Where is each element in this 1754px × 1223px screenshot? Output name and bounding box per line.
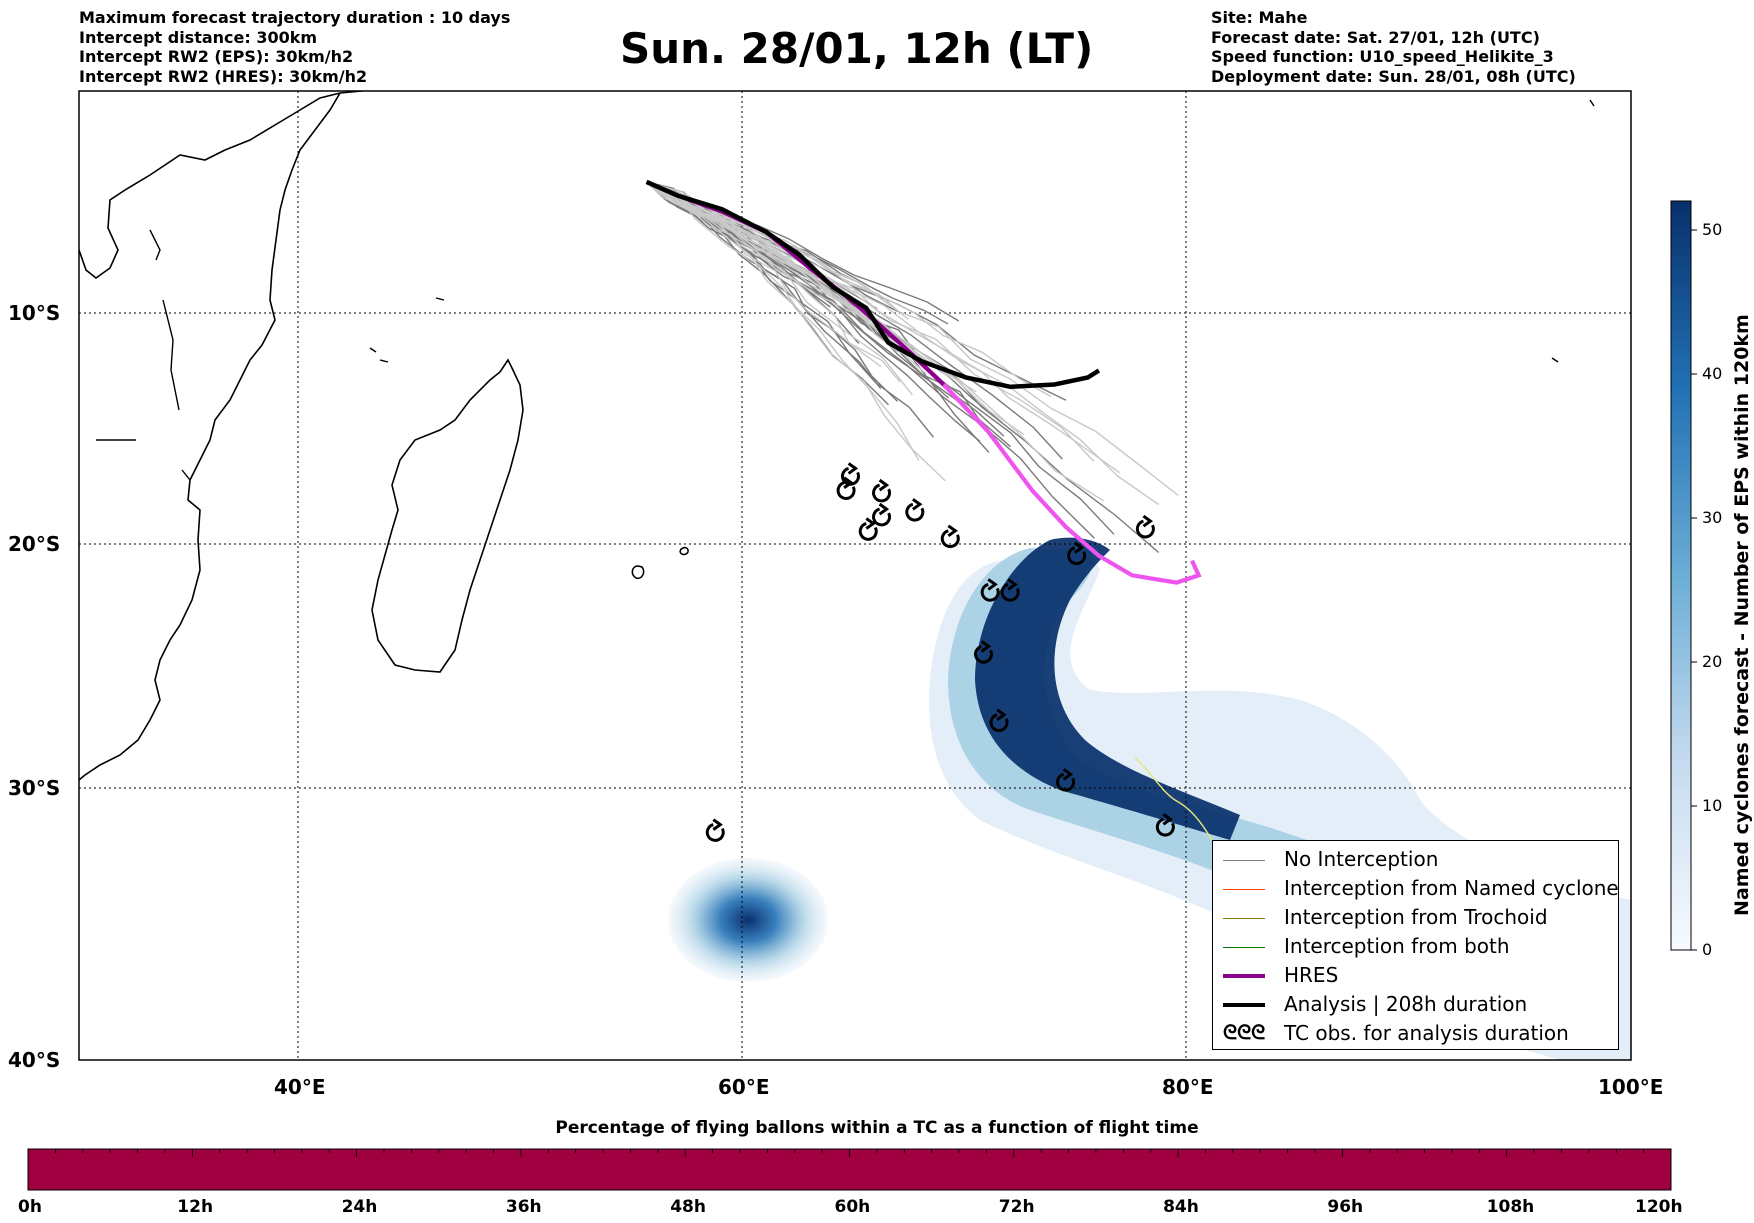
tc-observations: [705, 462, 1175, 842]
eps-trajectories: [646, 181, 1179, 554]
flight-bar-tick-label: 84h: [1163, 1197, 1199, 1217]
colorbar-tick-0: 0: [1702, 940, 1713, 959]
colorbar-tick-50: 50: [1702, 220, 1723, 239]
map-frame: [78, 90, 1632, 1061]
legend-swatch-gray: [1223, 860, 1265, 861]
lat-label-20s: 20°S: [8, 532, 61, 556]
lat-label-40s: 40°S: [8, 1048, 61, 1072]
legend-swatch-green: [1223, 947, 1265, 948]
lon-label-100e: 100°E: [1598, 1075, 1664, 1099]
colorbar-tick-40: 40: [1702, 364, 1723, 383]
flight-bar-tick-label: 24h: [341, 1197, 378, 1217]
colorbar-gradient: [1670, 200, 1692, 951]
eps-trajectory: [646, 181, 909, 320]
lat-label-30s: 30°S: [8, 776, 61, 800]
tc-obs-symbol-icon: ᘓᘓᘓ: [1223, 1020, 1266, 1044]
flight-bar-title: Percentage of flying ballons within a TC…: [555, 1118, 1199, 1138]
tc-obs-marker: [841, 462, 860, 486]
header-left: Maximum forecast trajectory duration : 1…: [79, 8, 510, 86]
flight-bar-tick-label: 72h: [998, 1197, 1035, 1217]
tc-obs-marker: [1135, 514, 1155, 539]
lon-label-40e: 40°E: [274, 1075, 326, 1099]
legend-swatch-purple: [1223, 974, 1265, 978]
header-deployment-date: Deployment date: Sun. 28/01, 08h (UTC): [1211, 66, 1576, 86]
eps-trajectory: [646, 181, 901, 383]
tc-obs-marker: [705, 818, 725, 842]
lon-label-60e: 60°E: [718, 1075, 770, 1099]
header-right: Site: Mahe Forecast date: Sat. 27/01, 12…: [1211, 8, 1576, 86]
map-legend: No Interception Interception from Named …: [1212, 840, 1619, 1050]
tc-obs-marker: [905, 498, 925, 522]
header-intercept-distance: Intercept distance: 300km: [79, 27, 318, 47]
tc-obs-marker: [940, 524, 960, 549]
eps-trajectory: [646, 181, 920, 461]
header-intercept-eps: Intercept RW2 (EPS): 30km/h2: [79, 47, 354, 66]
coastline-islands: [96, 99, 1595, 481]
header-forecast-date: Forecast date: Sat. 27/01, 12h (UTC): [1211, 27, 1540, 47]
colorbar-ticks: [1691, 229, 1697, 951]
tc-obs-marker: [1056, 768, 1076, 792]
header-speed-function: Speed function: U10_speed_Helikite_3: [1211, 47, 1554, 66]
colorbar-tick-10: 10: [1702, 796, 1723, 815]
tc-obs-marker: [1155, 813, 1175, 837]
legend-swatch-orange: [1223, 889, 1265, 890]
legend-swatch-olive: [1223, 918, 1265, 919]
header-max-duration: Maximum forecast trajectory duration : 1…: [79, 8, 511, 27]
page-title: Sun. 28/01, 12h (LT): [620, 24, 1094, 73]
tc-obs-marker: [980, 578, 1000, 602]
tc-obs-marker: [989, 708, 1009, 733]
tc-obs-marker: [872, 478, 892, 503]
analysis-track: [645, 179, 1101, 390]
flight-bar-tick-label: 120h: [1635, 1197, 1683, 1217]
flight-bar-minor-ticks: [27, 1149, 1672, 1157]
eps-trajectory: [646, 181, 1095, 539]
flight-bar-tick-label: 36h: [505, 1197, 542, 1217]
flight-bar-tick-label: 60h: [834, 1197, 871, 1217]
lat-label-10s: 10°S: [8, 301, 61, 325]
eps-density-core: [975, 537, 1240, 840]
tc-obs-marker: [872, 502, 892, 527]
tc-obs-marker: [858, 517, 878, 541]
eps-trajectory: [646, 181, 1160, 554]
trochoid-track: [1134, 757, 1213, 841]
header-site: Site: Mahe: [1211, 8, 1308, 27]
eps-trajectory: [646, 181, 946, 482]
coastline-madagascar: [371, 358, 524, 673]
coastline-africa: [79, 91, 363, 781]
legend-swatch-black: [1223, 1003, 1265, 1007]
header-intercept-hres: Intercept RW2 (HRES): 30km/h2: [79, 66, 368, 86]
eps-density-south-blob: [668, 858, 828, 982]
flight-bar-tick-label: 48h: [670, 1197, 706, 1217]
tc-obs-marker: [836, 476, 856, 500]
flight-bar-tick-label: 108h: [1486, 1197, 1535, 1217]
colorbar-label: Named cyclones forecast - Number of EPS …: [1731, 314, 1753, 916]
tc-obs-marker: [1067, 541, 1087, 566]
flight-bar-tick-label: 0h: [18, 1197, 42, 1217]
colorbar-tick-30: 30: [1702, 508, 1723, 527]
flight-bar-tick-label: 12h: [177, 1197, 214, 1217]
flight-bar-tick-label: 96h: [1327, 1197, 1364, 1217]
tc-obs-marker: [1000, 578, 1020, 602]
coastline-mauritius: [679, 546, 689, 556]
lon-label-80e: 80°E: [1162, 1075, 1214, 1099]
coastline-reunion: [631, 565, 645, 580]
tc-obs-marker: [974, 640, 993, 664]
eps-trajectory: [646, 181, 990, 453]
colorbar-tick-20: 20: [1702, 652, 1723, 671]
